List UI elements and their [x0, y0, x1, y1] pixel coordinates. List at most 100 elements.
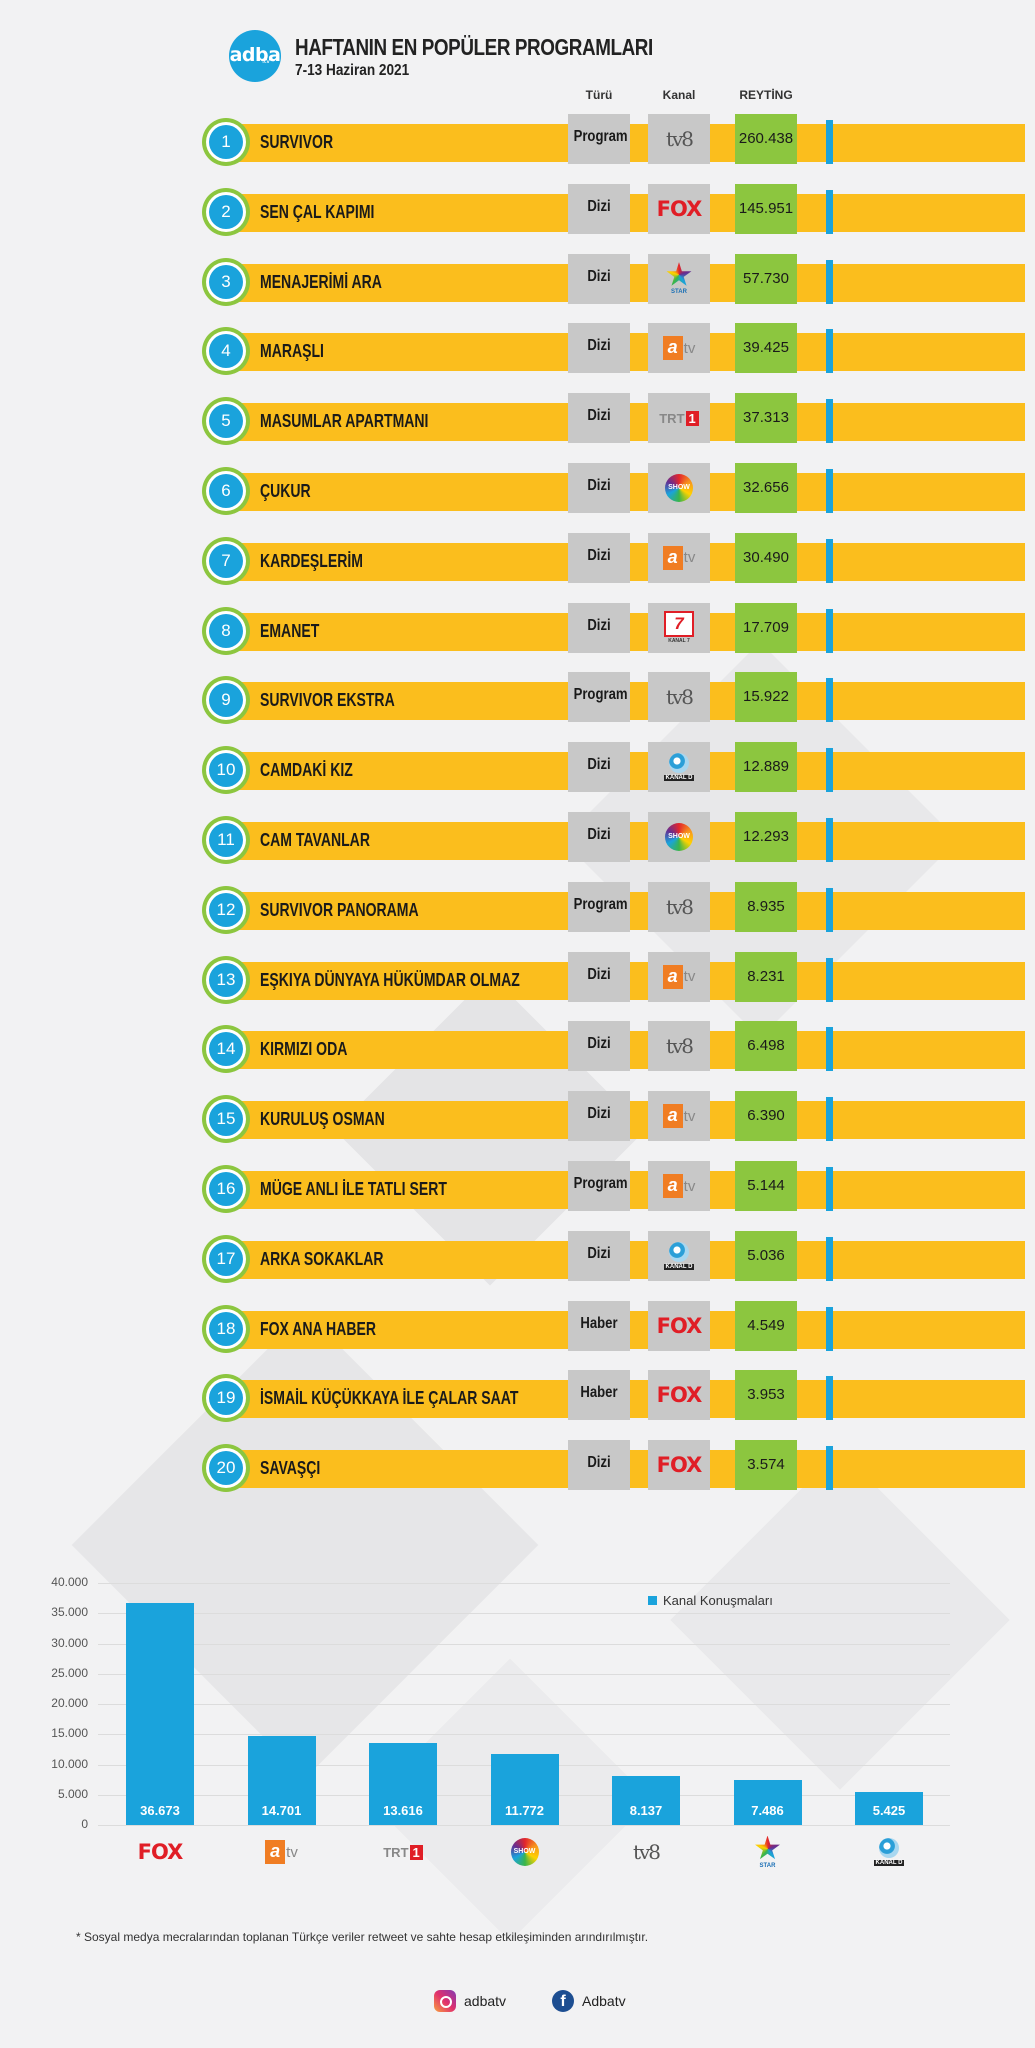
atv-logo-tv: tv [683, 968, 696, 986]
channel-cell: tv8 [648, 672, 710, 723]
x-axis-channel-logo: tv8 [611, 1832, 681, 1872]
channel-logo-show: SHOW [648, 463, 710, 513]
type-cell: Dizi [568, 951, 630, 1002]
rank-number: 2 [209, 194, 243, 229]
atv-logo-tv: tv [683, 549, 696, 567]
tv8-logo-icon: tv8 [665, 1034, 694, 1059]
channel-cell: STAR [648, 253, 710, 304]
table-row: 16 MÜGE ANLI İLE TATLI SERT Program a tv 5.14… [200, 1159, 1025, 1217]
channel-logo-trt1: TRT 1 [648, 393, 710, 443]
type-cell: Dizi [568, 323, 630, 374]
rank-number: 10 [209, 753, 243, 788]
channel-cell: FOX [648, 1370, 710, 1421]
channel-cell: FOX [648, 1440, 710, 1491]
table-row: 12 SURVIVOR PANORAMA Program tv8 8.935 [200, 880, 1025, 938]
program-name: MENAJERİMİ ARA [260, 271, 382, 292]
program-name: CAMDAKİ KIZ [260, 760, 353, 781]
show-logo-icon: SHOW [665, 823, 693, 851]
rank-number: 17 [209, 1241, 243, 1276]
program-name: MÜGE ANLI İLE TATLI SERT [260, 1179, 447, 1199]
rank-badge: 12 [202, 885, 250, 934]
bar-value-label: 7.486 [751, 1803, 784, 1818]
channel-logo-atv: a tv [648, 1161, 710, 1211]
type-label: Haber [580, 1314, 618, 1332]
fox-logo-icon: FOX [656, 196, 703, 221]
rating-value: 37.313 [743, 409, 789, 427]
rating-cell: 5.144 [735, 1161, 797, 1211]
rank-badge-ring: 19 [206, 1378, 246, 1419]
program-name: SURVIVOR PANORAMA [260, 899, 419, 920]
rating-value: 5.036 [747, 1246, 785, 1264]
x-axis-channel-logo: KANAL D [854, 1832, 924, 1872]
fox-logo-icon: FOX [137, 1840, 184, 1864]
type-label: Dizi [587, 1035, 611, 1053]
rank-badge-ring: 8 [206, 610, 246, 651]
rating-cell: 32.656 [735, 463, 797, 513]
rank-number: 9 [209, 683, 243, 718]
rating-value: 12.889 [743, 758, 789, 776]
channel-logo-star: STAR [733, 1832, 803, 1872]
type-cell: Program [568, 881, 630, 932]
instagram-handle[interactable]: adbatv [434, 1990, 506, 2012]
rating-cell: 5.036 [735, 1230, 797, 1281]
channel-logo-fox: FOX [648, 1301, 710, 1351]
channel-logo-star: STAR [648, 254, 710, 304]
facebook-handle[interactable]: f Adbatv [552, 1990, 626, 2012]
star-logo-icon: STAR [666, 262, 692, 295]
program-name: CAM TAVANLAR [260, 830, 370, 850]
type-cell: Haber [568, 1300, 630, 1351]
row-accent [826, 678, 833, 723]
footnote: * Sosyal medya mecralarından toplanan Tü… [76, 1930, 649, 1944]
rating-cell: 4.549 [735, 1300, 797, 1351]
y-tick-label: 25.000 [51, 1665, 88, 1680]
rank-number: 14 [209, 1032, 243, 1067]
table-row: 15 KURULUŞ OSMAN Dizi a tv 6.390 [200, 1089, 1025, 1147]
rank-badge: 8 [202, 606, 250, 655]
table-row: 8 EMANET Dizi 7 KANAL 7 17.709 [200, 601, 1025, 659]
rank-badge: 4 [202, 327, 250, 376]
rating-value: 4.549 [747, 1316, 785, 1334]
channel-logo-tv8: tv8 [648, 1021, 710, 1071]
channel-cell: KANAL D [648, 742, 710, 793]
channel-cell: SHOW [648, 463, 710, 513]
logo-text: adba [229, 44, 281, 66]
table-row: 1 SURVIVOR Program tv8 260.438 [200, 112, 1025, 170]
logo-sub: .tv [262, 57, 270, 65]
channel-logo-kanald: KANAL D [648, 742, 710, 792]
rank-badge-ring: 14 [206, 1029, 246, 1070]
rank-badge-ring: 17 [206, 1238, 246, 1279]
x-axis-channel-logo: STAR [733, 1832, 803, 1872]
rank-badge: 2 [202, 187, 250, 236]
type-label: Dizi [587, 337, 611, 355]
grid-line [98, 1704, 950, 1705]
rating-cell: 260.438 [735, 114, 797, 164]
row-accent [826, 329, 833, 374]
atv-logo-tv: tv [286, 1843, 298, 1861]
program-name: MARAŞLI [260, 341, 324, 362]
type-cell: Dizi [568, 742, 630, 793]
rating-cell: 15.922 [735, 672, 797, 723]
atv-logo-icon: a tv [662, 964, 696, 989]
channel-logo-kanald: KANAL D [854, 1832, 924, 1872]
rank-badge: 18 [202, 1304, 250, 1353]
channel-cell: TRT 1 [648, 393, 710, 444]
rating-cell: 30.490 [735, 532, 797, 583]
grid-line [98, 1734, 950, 1736]
rank-badge-ring: 15 [206, 1099, 246, 1140]
type-cell: Dizi [568, 253, 630, 304]
program-name: SEN ÇAL KAPIMI [260, 201, 375, 222]
kanal7-logo-num: 7 [664, 611, 694, 638]
atv-logo-a: a [662, 1104, 683, 1129]
chart-legend: Kanal Konuşmaları [648, 1593, 773, 1608]
rating-cell: 17.709 [735, 602, 797, 653]
grid-line [98, 1613, 950, 1615]
rank-badge: 14 [202, 1025, 250, 1074]
rating-value: 8.231 [747, 967, 785, 985]
rank-badge-ring: 6 [206, 471, 246, 511]
rank-badge: 1 [202, 118, 250, 166]
program-name: İSMAİL KÜÇÜKKAYA İLE ÇALAR SAAT [260, 1388, 519, 1409]
kanal7-logo-icon: 7 KANAL 7 [664, 611, 694, 644]
rank-badge-ring: 1 [206, 122, 246, 162]
rank-number: 11 [209, 823, 243, 857]
rank-badge-ring: 3 [206, 261, 246, 302]
